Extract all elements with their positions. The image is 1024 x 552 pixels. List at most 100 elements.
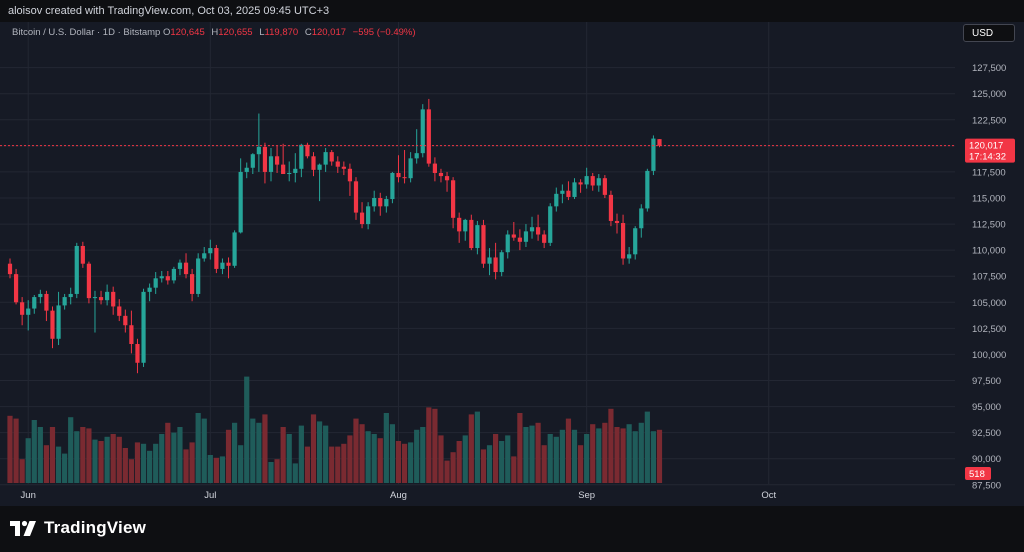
volume-bar [153, 443, 159, 483]
volume-bar [292, 463, 298, 483]
candlestick-chart[interactable]: 127,500125,000122,500120,000117,500115,0… [0, 22, 1024, 506]
candle-body [341, 166, 346, 169]
volume-bar [632, 431, 638, 483]
volume-bar [165, 422, 171, 483]
credit-text: aloisov created with TradingView.com, Oc… [8, 5, 330, 17]
y-tick-label: 127,500 [972, 63, 1006, 74]
volume-bar [92, 439, 98, 483]
candle-body [50, 310, 55, 339]
volume-bar [280, 427, 286, 483]
candle [614, 213, 620, 234]
candle [566, 181, 571, 201]
candle [420, 104, 425, 158]
candle-body [38, 293, 43, 298]
candle [202, 247, 207, 262]
volume-bar [347, 435, 353, 483]
low-value: 119,870 [264, 27, 299, 38]
candle-body [141, 291, 146, 363]
candle [584, 167, 589, 189]
candle [384, 195, 389, 213]
candle-body [56, 305, 61, 339]
candle-body [639, 208, 644, 229]
y-tick-label: 115,000 [972, 194, 1006, 205]
candle [372, 190, 377, 212]
candle-body [396, 172, 401, 178]
candle [329, 150, 334, 166]
chart-panel[interactable] [0, 22, 1024, 506]
candle-body [560, 190, 565, 194]
candle-body [129, 325, 134, 344]
candle-body [372, 198, 377, 207]
volume-bar [310, 414, 317, 483]
candle-body [651, 138, 656, 171]
candle-body [517, 237, 522, 242]
y-tick-label: 97,500 [972, 376, 1001, 387]
volume-bar [608, 408, 614, 483]
volume-bar [316, 421, 323, 483]
volume-bar [104, 436, 110, 483]
volume-bar [19, 459, 25, 483]
candle [220, 258, 225, 275]
candle [645, 168, 650, 212]
candle-body [196, 258, 201, 294]
candle-body [105, 291, 110, 301]
y-tick-label: 110,000 [972, 246, 1006, 257]
volume-bar [383, 413, 389, 483]
volume-value: 518 [969, 469, 985, 480]
currency-button[interactable]: USD [963, 24, 1015, 42]
candle [80, 241, 85, 268]
volume-bar [614, 427, 620, 483]
candle [105, 284, 110, 306]
volume-bar [511, 456, 517, 483]
candle-body [44, 293, 49, 311]
volume-bar [335, 446, 341, 483]
candle [523, 224, 529, 248]
volume-bar [98, 441, 104, 483]
volume-tag: 518 [965, 467, 991, 480]
candle-body [98, 297, 104, 301]
candle-body [596, 178, 601, 186]
candle-body [92, 297, 98, 299]
candle-body [426, 109, 431, 164]
candle [378, 192, 383, 216]
y-tick-label: 112,500 [972, 220, 1006, 231]
volume-bar [577, 445, 584, 483]
volume-bar [62, 453, 68, 483]
footer [0, 506, 1024, 552]
volume-bar [43, 445, 50, 483]
candle-body [232, 232, 237, 266]
tradingview-logo[interactable]: TradingView [10, 518, 146, 538]
candle-body [262, 146, 268, 172]
candle [268, 147, 274, 182]
time-axis: Jun Jul Aug Sep Oct [21, 490, 777, 501]
candle-body [378, 198, 383, 207]
candle [505, 230, 510, 259]
candle [535, 214, 541, 241]
volume-bar [219, 456, 226, 483]
candle [299, 143, 304, 178]
volume-bar [250, 418, 256, 483]
candle [602, 175, 607, 198]
volume-bar [620, 428, 626, 483]
volume-bar [147, 450, 153, 483]
volume-bar [55, 446, 62, 483]
candle-body [529, 227, 535, 232]
candle [469, 214, 474, 251]
candle [50, 306, 55, 349]
candle [274, 145, 280, 173]
volume-bar [298, 425, 304, 483]
volume-bar [377, 438, 383, 483]
candle [226, 257, 231, 279]
volume-bar [408, 442, 414, 483]
candle [159, 271, 164, 283]
brand-name: TradingView [44, 518, 147, 537]
volume-bar [286, 434, 292, 483]
candle-body [153, 278, 158, 288]
x-tick-label: Jun [21, 490, 36, 501]
volume-bar [529, 425, 535, 483]
candle-body [432, 163, 437, 173]
volume-bar [420, 427, 426, 483]
volume-bar [638, 422, 644, 483]
candle [141, 288, 146, 367]
candle-body [62, 297, 67, 306]
